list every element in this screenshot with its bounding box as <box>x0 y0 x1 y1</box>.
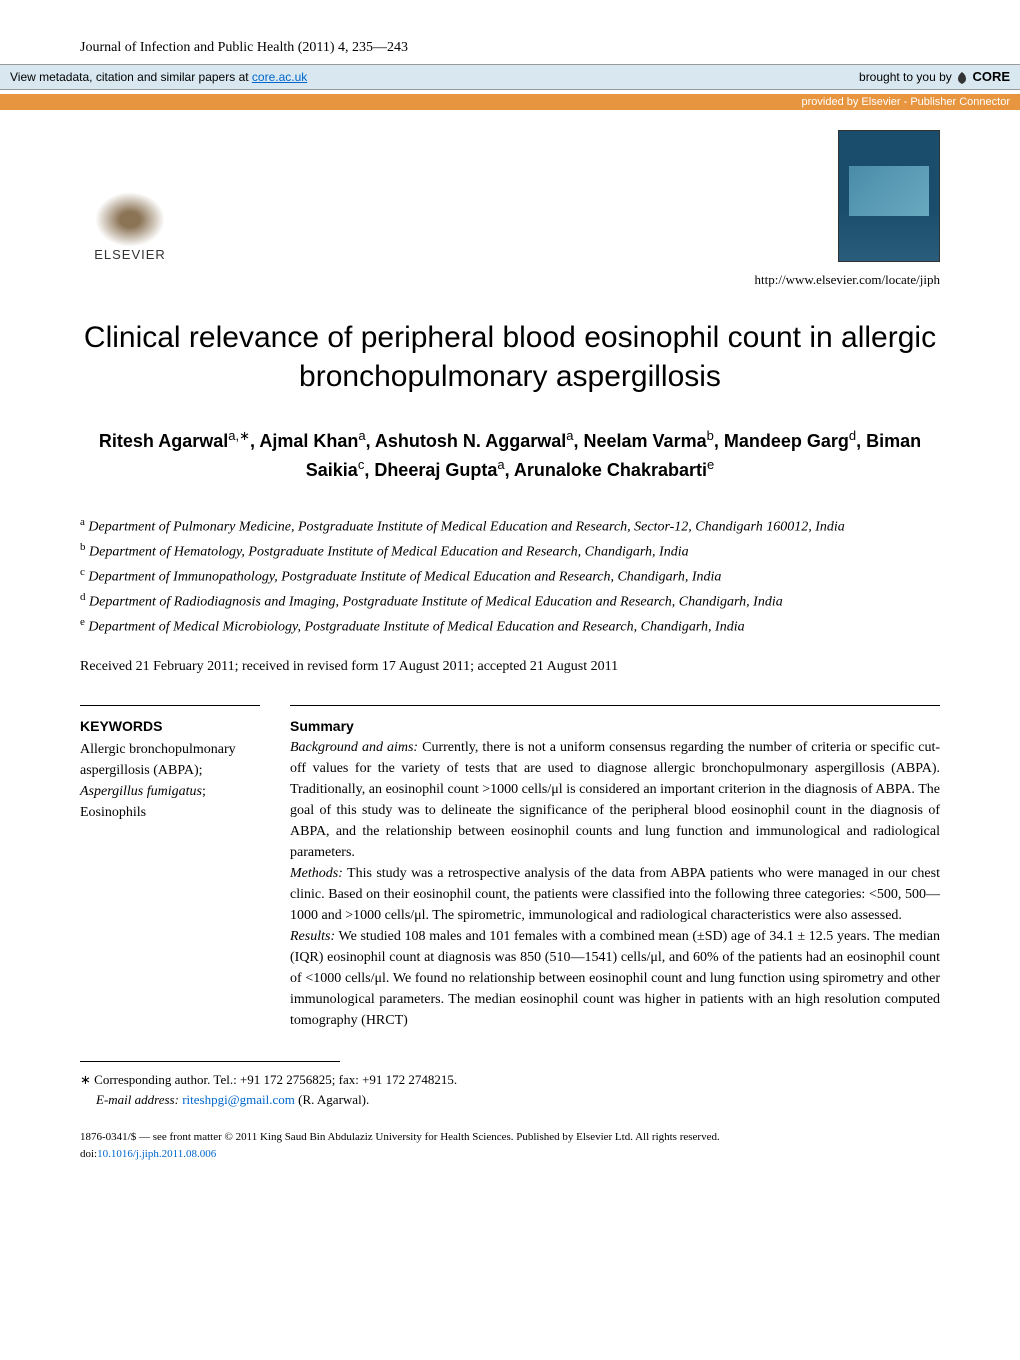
copyright-block: 1876-0341/$ — see front matter © 2011 Ki… <box>80 1129 940 1162</box>
core-link[interactable]: core.ac.uk <box>252 70 307 84</box>
keywords-box: KEYWORDS Allergic bronchopulmonary asper… <box>80 705 260 1031</box>
core-logo-text: CORE <box>972 69 1010 84</box>
journal-cover-image <box>838 130 940 262</box>
elsevier-tree-icon <box>95 192 165 247</box>
abstract-box: Summary Background and aims: Currently, … <box>290 705 940 1031</box>
keywords-heading: KEYWORDS <box>80 716 260 737</box>
core-brought-by: brought to you by <box>859 70 955 84</box>
core-leaf-icon <box>955 71 969 85</box>
affiliations: a Department of Pulmonary Medicine, Post… <box>80 514 940 639</box>
abstract-heading: Summary <box>290 716 940 737</box>
footnotes: ∗ Corresponding author. Tel.: +91 172 27… <box>80 1070 940 1109</box>
core-provider-banner: provided by Elsevier - Publisher Connect… <box>0 94 1020 110</box>
copyright-text: 1876-0341/$ — see front matter © 2011 Ki… <box>80 1129 940 1146</box>
abstract-body: Background and aims: Currently, there is… <box>290 737 940 1031</box>
email-label: E-mail address: <box>96 1092 179 1107</box>
doi-prefix: doi: <box>80 1148 97 1160</box>
authors-list: Ritesh Agarwala,∗, Ajmal Khana, Ashutosh… <box>80 426 940 484</box>
journal-citation: Journal of Infection and Public Health (… <box>80 40 940 56</box>
core-banner: View metadata, citation and similar pape… <box>0 64 1020 90</box>
keywords-items: Allergic bronchopulmonary aspergillosis … <box>80 739 260 823</box>
elsevier-label: ELSEVIER <box>94 247 166 262</box>
journal-url: http://www.elsevier.com/locate/jiph <box>80 272 940 288</box>
author-email-link[interactable]: riteshpgi@gmail.com <box>182 1092 295 1107</box>
elsevier-logo: ELSEVIER <box>80 172 180 262</box>
core-banner-text: View metadata, citation and similar pape… <box>10 70 252 84</box>
article-title: Clinical relevance of peripheral blood e… <box>80 318 940 396</box>
article-dates: Received 21 February 2011; received in r… <box>80 659 940 675</box>
doi-link[interactable]: 10.1016/j.jiph.2011.08.006 <box>97 1148 216 1160</box>
footnote-separator <box>80 1061 340 1062</box>
email-author-suffix: (R. Agarwal). <box>295 1092 369 1107</box>
corresponding-author: ∗ Corresponding author. Tel.: +91 172 27… <box>80 1070 940 1090</box>
